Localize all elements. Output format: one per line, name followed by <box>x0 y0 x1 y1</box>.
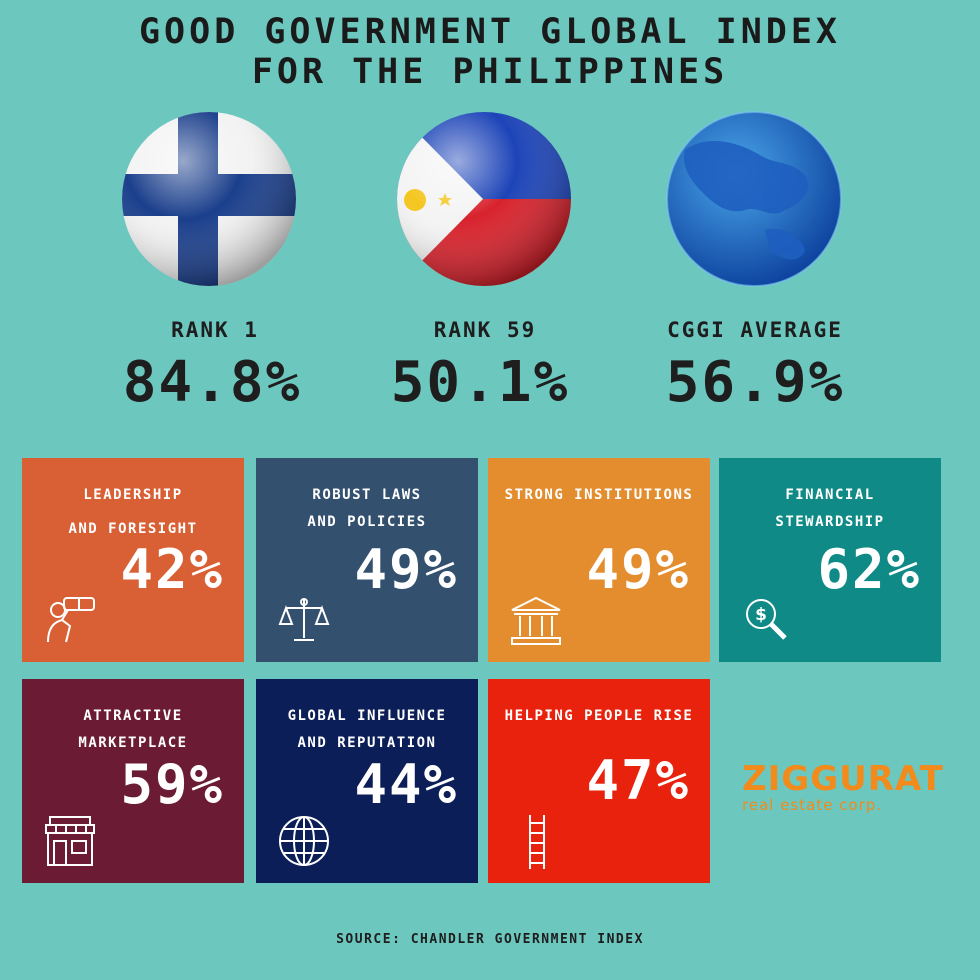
finland-flag-globe-icon <box>122 112 296 286</box>
storefront-icon <box>45 816 95 866</box>
pillar-value: 47% <box>586 749 690 812</box>
ziggurat-logo: ZIGGURAT real estate corp. <box>742 759 944 822</box>
money-magnifier-icon: $ <box>746 599 787 640</box>
rank-label-finland: RANK 1 <box>171 318 259 342</box>
pillar-label: STRONG INSTITUTIONS <box>504 487 694 503</box>
philippines-flag-globe-icon <box>397 112 571 286</box>
pillar-tile-financial: FINANCIAL STEWARDSHIP 62% $ <box>719 458 941 662</box>
pillar-value: 49% <box>586 538 690 601</box>
title-line-2: FOR THE PHILIPPINES <box>251 52 729 92</box>
page-title: GOOD GOVERNMENT GLOBAL INDEX FOR THE PHI… <box>0 12 980 92</box>
pillar-tile-global-influence: GLOBAL INFLUENCE AND REPUTATION 44% <box>256 679 478 883</box>
pillar-tile-leadership: LEADERSHIP AND FORESIGHT 42% <box>22 458 244 662</box>
rank-label-philippines: RANK 59 <box>433 318 537 342</box>
globe-grid-icon <box>279 816 329 866</box>
source-note: SOURCE: CHANDLER GOVERNMENT INDEX <box>336 932 644 947</box>
pillar-label: HELPING PEOPLE RISE <box>504 708 694 724</box>
pillar-label: FINANCIAL STEWARDSHIP <box>775 487 885 530</box>
pillar-value: 42% <box>120 538 224 601</box>
svg-text:$: $ <box>755 605 767 625</box>
pillar-value: 49% <box>354 538 458 601</box>
pillar-value: 59% <box>120 753 224 816</box>
pillar-value: 44% <box>354 753 458 816</box>
rank-value-philippines: 50.1% <box>390 350 570 415</box>
pillar-label: ATTRACTIVE MARKETPLACE <box>78 708 188 751</box>
institution-building-icon <box>511 596 561 645</box>
pillar-label: ROBUST LAWS AND POLICIES <box>307 487 427 530</box>
title-line-1: GOOD GOVERNMENT GLOBAL INDEX <box>138 12 841 52</box>
ladder-icon <box>529 815 545 869</box>
logo-name: ZIGGURAT <box>742 759 944 799</box>
pillar-label: GLOBAL INFLUENCE AND REPUTATION <box>287 708 447 751</box>
rank-value-finland: 84.8% <box>122 350 302 415</box>
pillar-tile-institutions: STRONG INSTITUTIONS 49% <box>488 458 710 662</box>
logo-tagline: real estate corp. <box>742 796 883 814</box>
rank-value-average: 56.9% <box>665 350 845 415</box>
pillar-label: LEADERSHIP AND FORESIGHT <box>68 487 198 537</box>
earth-globe-icon <box>666 111 842 287</box>
pillar-tile-marketplace: ATTRACTIVE MARKETPLACE 59% <box>22 679 244 883</box>
pillar-tile-laws: ROBUST LAWS AND POLICIES 49% <box>256 458 478 662</box>
pillar-value: 62% <box>817 538 921 601</box>
binoculars-icon <box>47 597 95 643</box>
rank-label-average: CGGI AVERAGE <box>667 318 843 342</box>
pillar-tile-helping-people: HELPING PEOPLE RISE 47% <box>488 679 710 883</box>
scales-icon <box>278 598 330 641</box>
